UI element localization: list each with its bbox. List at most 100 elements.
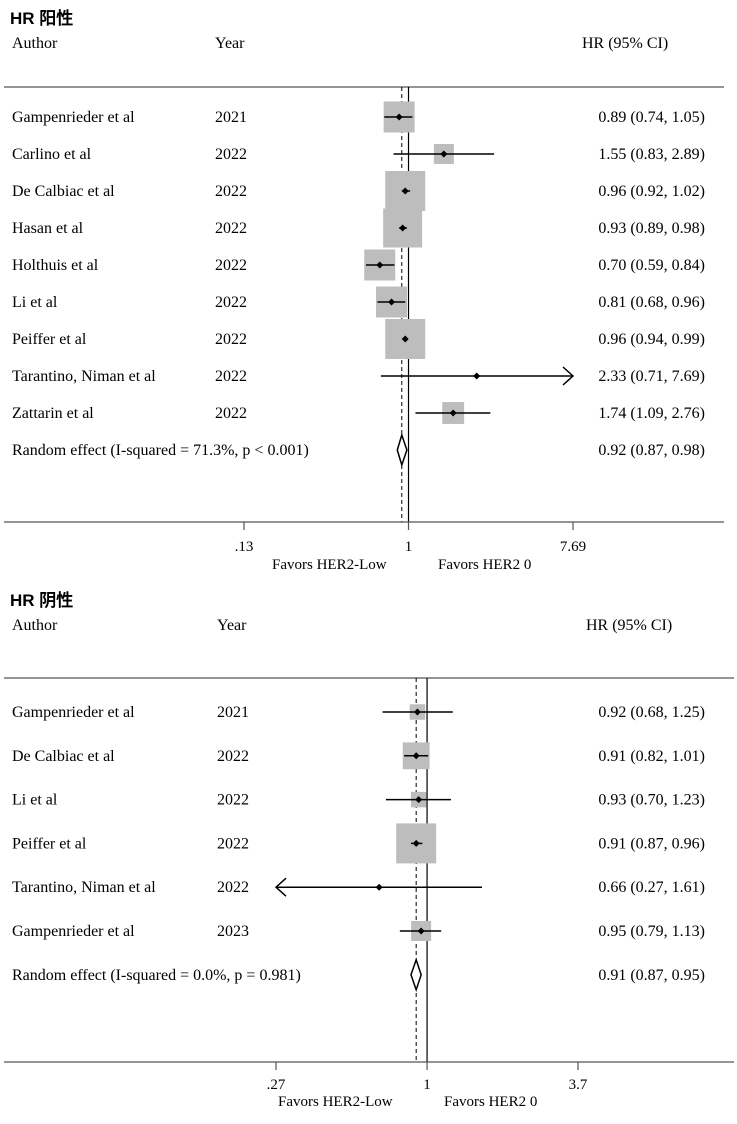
summary-row: Random effect (I-squared = 71.3%, p < 0.… (12, 432, 705, 468)
study-hr-ci: 0.96 (0.92, 1.02) (598, 183, 705, 200)
study-author: Peiffer et al (12, 331, 87, 348)
study-author: Zattarin et al (12, 405, 94, 422)
study-hr-ci: 0.96 (0.94, 0.99) (598, 331, 705, 348)
study-point-estimate (440, 150, 448, 158)
forest-panel-2: HR 阴性 Author Year HR (95% CI) Gampenrieder e… (4, 590, 734, 1110)
header-year: Year (215, 35, 245, 52)
study-author: De Calbiac et al (12, 183, 115, 200)
study-row: Peiffer et al 2022 0.96 (0.94, 0.99) (12, 319, 705, 359)
study-point-estimate (449, 409, 457, 417)
study-hr-ci: 0.81 (0.68, 0.96) (598, 294, 705, 311)
study-year: 2023 (217, 923, 249, 940)
study-row: De Calbiac et al 2022 0.96 (0.92, 1.02) (12, 171, 705, 211)
favors-right-label: Favors HER2 0 (444, 1094, 537, 1110)
x-axis-tick-label: 1 (423, 1077, 431, 1093)
study-point-estimate (413, 708, 421, 716)
study-author: Gampenrieder et al (12, 923, 135, 940)
header-estimate: HR (95% CI) (586, 617, 672, 634)
x-axis-tick-label: 7.69 (560, 539, 586, 555)
study-hr-ci: 1.55 (0.83, 2.89) (598, 146, 705, 163)
study-row: Li et al 2022 0.81 (0.68, 0.96) (12, 286, 705, 318)
study-point-estimate (412, 839, 420, 847)
summary-hr-ci: 0.92 (0.87, 0.98) (598, 442, 705, 459)
study-year: 2021 (217, 704, 249, 721)
summary-label: Random effect (I-squared = 0.0%, p = 0.9… (12, 967, 301, 984)
study-hr-ci: 0.89 (0.74, 1.05) (598, 109, 705, 126)
panel-title: HR 阴性 (10, 590, 73, 610)
study-row: Tarantino, Niman et al 2022 2.33 (0.71, 7.… (12, 366, 705, 386)
study-author: Gampenrieder et al (12, 109, 135, 126)
study-hr-ci: 1.74 (1.09, 2.76) (598, 405, 705, 422)
ci-arrow-right (562, 366, 575, 386)
study-row: Holthuis et al 2022 0.70 (0.59, 0.84) (12, 249, 705, 281)
study-author: Tarantino, Niman et al (12, 879, 156, 896)
study-hr-ci: 0.92 (0.68, 1.25) (598, 704, 705, 721)
summary-row: Random effect (I-squared = 0.0%, p = 0.9… (12, 957, 705, 993)
study-hr-ci: 0.66 (0.27, 1.61) (598, 879, 705, 896)
study-year: 2022 (215, 368, 247, 385)
summary-hr-ci: 0.91 (0.87, 0.95) (598, 967, 705, 984)
study-point-estimate (395, 113, 403, 121)
favors-left-label: Favors HER2-Low (278, 1094, 393, 1110)
study-author: Li et al (12, 792, 58, 809)
favors-right-label: Favors HER2 0 (438, 557, 531, 573)
study-point-estimate (412, 752, 420, 760)
study-year: 2021 (215, 109, 247, 126)
header-author: Author (12, 35, 58, 52)
study-point-estimate (401, 187, 409, 195)
study-point-estimate (399, 224, 407, 232)
study-row: Zattarin et al 2022 1.74 (1.09, 2.76) (12, 402, 705, 424)
study-row: Gampenrieder et al 2023 0.95 (0.79, 1.13) (12, 921, 705, 941)
study-author: Gampenrieder et al (12, 704, 135, 721)
study-year: 2022 (215, 331, 247, 348)
study-author: Peiffer et al (12, 835, 87, 852)
study-author: Hasan et al (12, 220, 84, 237)
study-row: Li et al 2022 0.93 (0.70, 1.23) (12, 792, 705, 809)
panel-title: HR 阳性 (10, 8, 73, 28)
x-axis-tick-label: .13 (235, 539, 254, 555)
header-estimate: HR (95% CI) (582, 35, 668, 52)
study-hr-ci: 0.70 (0.59, 0.84) (598, 257, 705, 274)
header-year: Year (217, 617, 247, 634)
summary-diamond (396, 432, 408, 468)
x-axis-tick-label: .27 (267, 1077, 286, 1093)
x-axis-tick-label: 3.7 (569, 1077, 588, 1093)
study-point-estimate (401, 335, 409, 343)
study-row: Gampenrieder et al 2021 0.89 (0.74, 1.05) (12, 101, 705, 133)
study-hr-ci: 0.91 (0.82, 1.01) (598, 748, 705, 765)
favors-left-label: Favors HER2-Low (272, 557, 387, 573)
study-row: Hasan et al 2022 0.93 (0.89, 0.98) (12, 208, 705, 248)
study-year: 2022 (215, 257, 247, 274)
header-author: Author (12, 617, 58, 634)
study-hr-ci: 0.93 (0.70, 1.23) (598, 792, 705, 809)
study-year: 2022 (215, 220, 247, 237)
study-year: 2022 (217, 835, 249, 852)
study-year: 2022 (215, 146, 247, 163)
study-point-estimate (375, 883, 383, 891)
ci-arrow-left (274, 877, 287, 897)
study-hr-ci: 2.33 (0.71, 7.69) (598, 368, 705, 385)
study-row: Tarantino, Niman et al 2022 0.66 (0.27, 1.… (12, 877, 705, 897)
study-hr-ci: 0.93 (0.89, 0.98) (598, 220, 705, 237)
study-year: 2022 (215, 294, 247, 311)
summary-diamond (410, 957, 422, 993)
study-point-estimate (388, 298, 396, 306)
study-row: De Calbiac et al 2022 0.91 (0.82, 1.01) (12, 742, 705, 770)
study-author: Holthuis et al (12, 257, 99, 274)
study-point-estimate (376, 261, 384, 269)
study-hr-ci: 0.95 (0.79, 1.13) (598, 923, 705, 940)
study-year: 2022 (217, 879, 249, 896)
study-hr-ci: 0.91 (0.87, 0.96) (598, 835, 705, 852)
study-author: Carlino et al (12, 146, 92, 163)
study-year: 2022 (215, 405, 247, 422)
study-point-estimate (473, 372, 481, 380)
study-row: Peiffer et al 2022 0.91 (0.87, 0.96) (12, 823, 705, 864)
forest-panel-1: HR 阳性 Author Year HR (95% CI) Gampenrieder e… (4, 8, 724, 573)
study-author: Tarantino, Niman et al (12, 368, 156, 385)
study-row: Gampenrieder et al 2021 0.92 (0.68, 1.25) (12, 704, 705, 721)
study-year: 2022 (215, 183, 247, 200)
study-year: 2022 (217, 792, 249, 809)
study-point-estimate (417, 927, 425, 935)
summary-label: Random effect (I-squared = 71.3%, p < 0.… (12, 442, 309, 459)
